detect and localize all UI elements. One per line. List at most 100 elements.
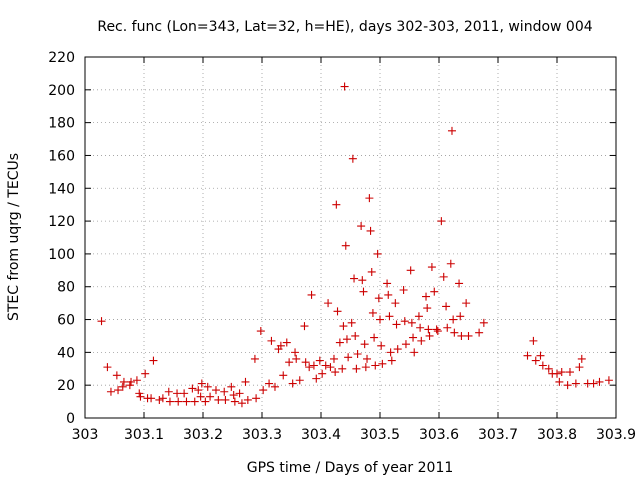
data-point xyxy=(536,351,545,360)
data-point xyxy=(479,318,488,327)
data-point xyxy=(339,322,348,331)
data-point xyxy=(359,287,368,296)
data-point xyxy=(595,377,604,386)
data-point xyxy=(250,354,259,363)
data-point xyxy=(366,226,375,235)
data-point xyxy=(267,336,276,345)
data-point xyxy=(367,267,376,276)
data-point xyxy=(433,327,442,336)
data-point xyxy=(103,363,112,372)
data-point xyxy=(449,315,458,324)
data-point xyxy=(399,286,408,295)
data-point xyxy=(331,368,340,377)
data-point xyxy=(241,377,250,386)
data-point xyxy=(147,394,156,403)
data-point xyxy=(400,317,409,326)
data-point xyxy=(351,331,360,340)
tick-layer: 303 303.1 303.2 303.3 303.4 303.5 303.6 303.7 30… xyxy=(48,50,636,443)
data-points xyxy=(97,82,613,408)
data-point xyxy=(589,379,598,388)
data-point xyxy=(571,379,580,388)
data-point xyxy=(229,391,238,400)
data-point xyxy=(141,369,150,378)
data-point xyxy=(529,336,538,345)
data-point xyxy=(300,322,309,331)
x-tick-label: 303.4 xyxy=(301,427,341,443)
data-point xyxy=(377,341,386,350)
data-point xyxy=(360,340,369,349)
data-point xyxy=(279,371,288,380)
x-tick-label: 303.3 xyxy=(242,427,282,443)
data-point xyxy=(417,336,426,345)
data-point xyxy=(315,356,324,365)
data-point xyxy=(201,397,210,406)
y-tick-label: 40 xyxy=(57,345,75,361)
data-point xyxy=(604,376,613,385)
y-tick-label: 140 xyxy=(48,181,75,197)
data-point xyxy=(406,266,415,275)
data-point xyxy=(437,217,446,226)
data-point xyxy=(383,279,392,288)
data-point xyxy=(318,369,327,378)
data-point xyxy=(393,345,402,354)
y-tick-label: 60 xyxy=(57,313,75,329)
y-tick-label: 220 xyxy=(48,50,75,66)
data-point xyxy=(340,82,349,91)
data-point xyxy=(173,389,182,398)
data-point xyxy=(344,353,353,362)
y-axis-label: STEC from uqrg / TECUs xyxy=(6,153,22,321)
data-point xyxy=(371,361,380,370)
data-point xyxy=(127,377,136,386)
data-point xyxy=(531,356,540,365)
data-point xyxy=(401,340,410,349)
data-point xyxy=(575,363,584,372)
data-point xyxy=(309,361,318,370)
data-point xyxy=(443,323,452,332)
x-tick-label: 303 xyxy=(72,427,99,443)
data-point xyxy=(378,359,387,368)
data-point xyxy=(386,348,395,357)
data-point xyxy=(194,386,203,395)
data-point xyxy=(118,382,127,391)
data-point xyxy=(335,338,344,347)
data-point xyxy=(237,399,246,408)
data-point xyxy=(135,389,144,398)
y-tick-label: 180 xyxy=(48,116,75,132)
chart-title: Rec. func (Lon=343, Lat=32, h=HE), days … xyxy=(97,19,592,35)
plot-frame xyxy=(84,56,617,419)
data-point xyxy=(265,379,274,388)
data-point xyxy=(188,384,197,393)
data-point xyxy=(423,304,432,313)
data-point xyxy=(475,328,484,337)
data-point xyxy=(422,292,431,301)
data-point xyxy=(125,381,134,390)
data-point xyxy=(565,368,574,377)
x-tick-label: 303.5 xyxy=(360,427,400,443)
data-point xyxy=(374,294,383,303)
data-point xyxy=(416,323,425,332)
data-point xyxy=(221,395,230,404)
data-point xyxy=(407,318,416,327)
data-point xyxy=(136,392,145,401)
data-point xyxy=(243,395,252,404)
data-point xyxy=(384,290,393,299)
data-point xyxy=(252,394,261,403)
data-point xyxy=(270,382,279,391)
data-point xyxy=(305,363,314,372)
grid-layer xyxy=(85,57,616,418)
data-point xyxy=(220,387,229,396)
data-point xyxy=(427,263,436,272)
data-point xyxy=(348,154,357,163)
data-point xyxy=(544,364,553,373)
data-point xyxy=(165,397,174,406)
data-point xyxy=(180,389,189,398)
data-point xyxy=(329,354,338,363)
data-point xyxy=(326,363,335,372)
data-point xyxy=(424,325,433,334)
data-point xyxy=(450,328,459,337)
y-tick-label: 20 xyxy=(57,378,75,394)
data-point xyxy=(352,364,361,373)
data-point xyxy=(301,358,310,367)
x-tick-label: 303.8 xyxy=(537,427,577,443)
